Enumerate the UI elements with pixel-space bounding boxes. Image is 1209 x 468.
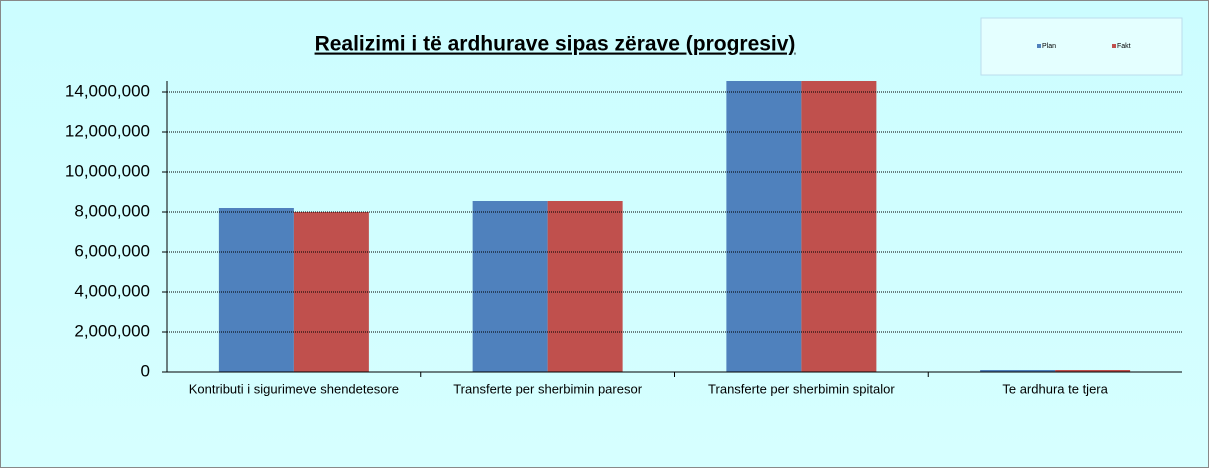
bar bbox=[218, 208, 294, 372]
bar bbox=[726, 81, 802, 372]
bar bbox=[1055, 370, 1131, 372]
legend-label: Fakt bbox=[1117, 43, 1131, 50]
plot-area bbox=[218, 81, 1131, 372]
y-tick-label: 10,000,000 bbox=[65, 161, 150, 180]
legend-swatch bbox=[1037, 44, 1041, 48]
y-tick-label: 6,000,000 bbox=[74, 241, 150, 260]
y-tick-label: 0 bbox=[141, 361, 150, 380]
x-tick-label: Te ardhura te tjera bbox=[1002, 381, 1108, 396]
bar bbox=[472, 201, 548, 372]
x-tick-label: Transferte per sherbimin spitalor bbox=[708, 381, 895, 396]
legend bbox=[980, 17, 1183, 76]
legend-swatch bbox=[1112, 44, 1116, 48]
x-tick-label: Kontributi i sigurimeve shendetesore bbox=[189, 381, 399, 396]
y-tick-label: 8,000,000 bbox=[74, 201, 150, 220]
bar bbox=[547, 201, 623, 372]
y-tick-label: 12,000,000 bbox=[65, 121, 150, 140]
chart-title: Realizimi i të ardhurave sipas zërave (p… bbox=[315, 33, 796, 56]
bar bbox=[801, 81, 877, 372]
y-tick-label: 2,000,000 bbox=[74, 321, 150, 340]
y-tick-label: 14,000,000 bbox=[65, 81, 150, 100]
y-tick-label: 4,000,000 bbox=[74, 281, 150, 300]
x-tick-label: Transferte per sherbimin paresor bbox=[453, 381, 642, 396]
bar bbox=[980, 370, 1056, 372]
legend-label: Plan bbox=[1042, 43, 1056, 50]
